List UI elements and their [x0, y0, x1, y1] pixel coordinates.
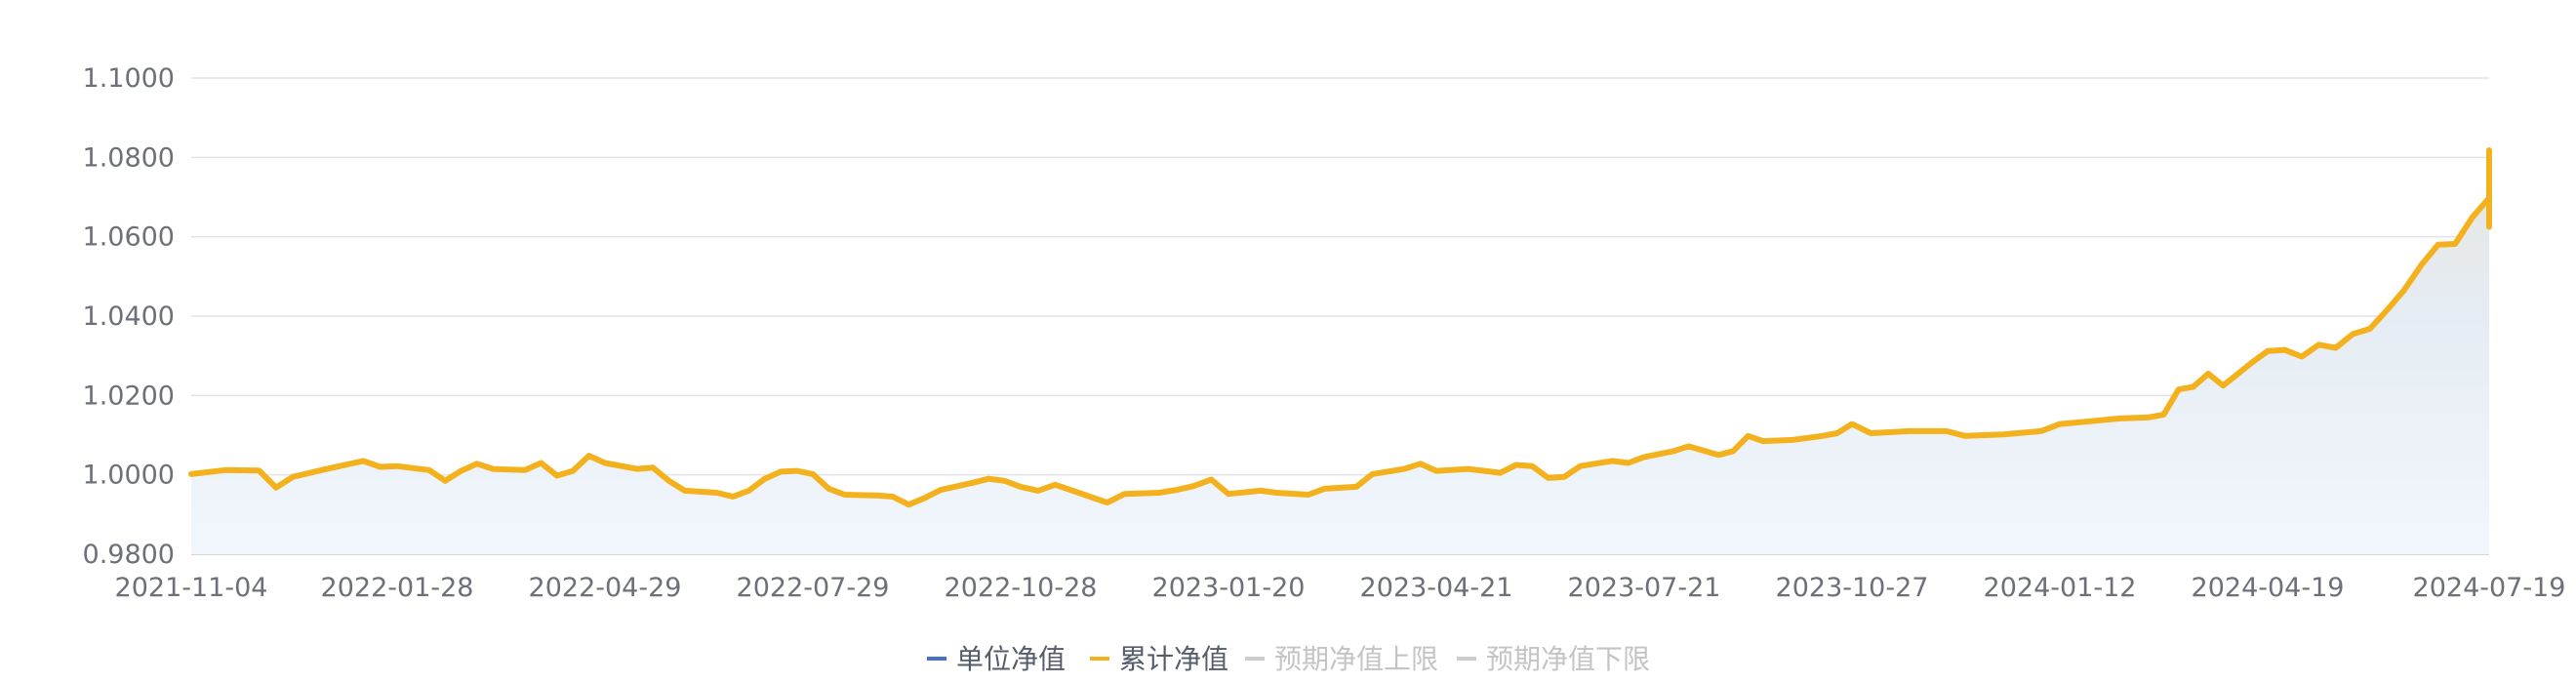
x-tick-label: 2023-10-27 — [1776, 573, 1929, 603]
series-area — [191, 150, 2489, 554]
legend-item[interactable]: 单位净值 — [927, 643, 1066, 675]
legend-item[interactable]: 预期净值上限 — [1245, 643, 1438, 675]
y-tick-label: 1.0600 — [83, 222, 175, 253]
legend-item[interactable]: 预期净值下限 — [1457, 643, 1650, 675]
x-tick-label: 2023-01-20 — [1152, 573, 1306, 603]
y-tick-label: 1.0400 — [83, 301, 175, 332]
legend-label: 单位净值 — [956, 643, 1066, 675]
legend: 单位净值 累计净值 预期净值上限 预期净值下限 — [927, 643, 1650, 675]
x-tick-label: 2023-07-21 — [1568, 573, 1721, 603]
y-tick-label: 1.1000 — [83, 63, 175, 94]
x-tick-label: 2024-04-19 — [2192, 573, 2345, 603]
series-line — [188, 147, 2492, 508]
y-tick-label: 1.0200 — [83, 381, 175, 411]
legend-label: 累计净值 — [1119, 643, 1228, 675]
x-tick-label: 2021-11-04 — [115, 573, 268, 603]
x-tick-label: 2024-07-19 — [2413, 573, 2566, 603]
x-axis: 2021-11-04 2022-01-28 2022-04-29 2022-07-29… — [115, 573, 2566, 603]
x-tick-label: 2024-01-12 — [1984, 573, 2137, 603]
x-tick-label: 2022-10-28 — [945, 573, 1098, 603]
x-tick-label: 2022-07-29 — [737, 573, 890, 603]
x-tick-label: 2023-04-21 — [1360, 573, 1513, 603]
y-tick-label: 1.0800 — [83, 142, 175, 173]
x-tick-label: 2022-01-28 — [321, 573, 474, 603]
y-tick-label: 1.0000 — [83, 461, 175, 491]
x-tick-label: 2022-04-29 — [529, 573, 682, 603]
legend-label: 预期净值上限 — [1274, 643, 1438, 675]
y-axis: 0.9800 1.0000 1.0200 1.0400 1.0600 1.0800 1.10… — [83, 63, 175, 570]
area-layer — [188, 147, 2492, 554]
legend-item[interactable]: 累计净值 — [1090, 643, 1228, 675]
y-tick-label: 0.9800 — [83, 540, 175, 570]
legend-label: 预期净值下限 — [1486, 643, 1650, 675]
